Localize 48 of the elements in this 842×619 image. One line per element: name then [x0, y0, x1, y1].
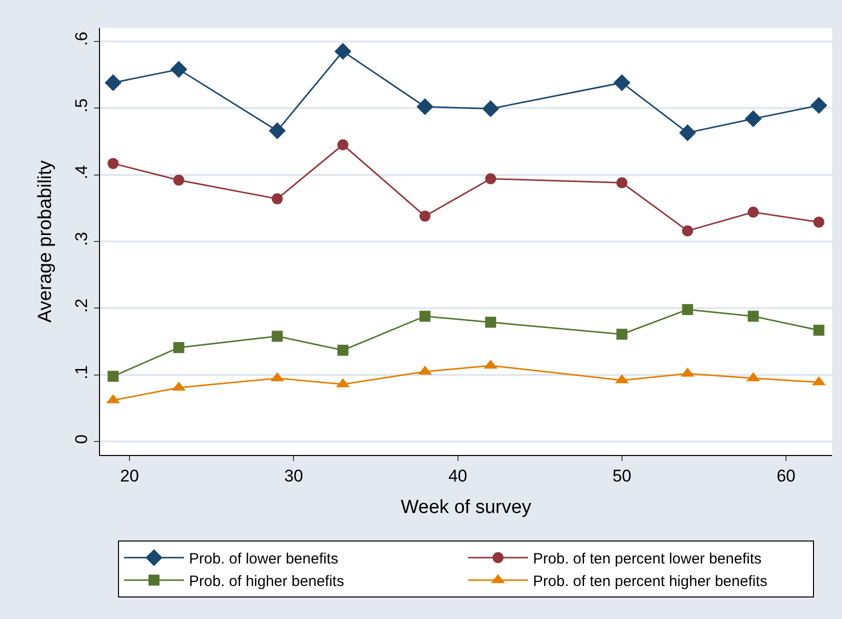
point [173, 342, 184, 354]
y-tick-label: 0 [72, 434, 92, 444]
legend-label: Prob. of ten percent higher benefits [533, 573, 768, 590]
point [744, 110, 762, 128]
point [268, 122, 286, 140]
x-tick-label: 40 [448, 466, 468, 486]
point [104, 74, 122, 92]
point [337, 344, 348, 356]
point [813, 216, 824, 228]
legend-label: Prob. of lower benefits [189, 550, 338, 568]
point [613, 74, 630, 92]
point [108, 370, 119, 382]
point [173, 174, 184, 186]
point [419, 310, 430, 322]
y-tick-label: .6 [72, 32, 92, 46]
point [334, 42, 352, 60]
y-tick-label: .5 [72, 98, 92, 113]
legend-label: Prob. of higher benefits [189, 573, 344, 590]
point [485, 316, 496, 328]
point [616, 328, 628, 340]
x-tick-label: 60 [776, 466, 796, 486]
y-tick-label: .4 [72, 165, 92, 180]
point [272, 193, 283, 204]
point [748, 310, 759, 322]
point [682, 304, 694, 316]
x-tick-label: 30 [284, 466, 304, 486]
point [679, 124, 696, 142]
y-tick-label: .2 [72, 298, 92, 313]
x-axis-title: Week of survey [400, 497, 532, 518]
x-tick-label: 50 [612, 466, 632, 486]
point [810, 96, 828, 114]
y-axis-title: Average probability [35, 160, 56, 323]
point [682, 225, 694, 236]
point [337, 139, 348, 150]
point [485, 173, 496, 184]
y-tick-label: .3 [72, 232, 92, 246]
point [108, 158, 119, 169]
point [616, 177, 628, 188]
y-tick-label: .1 [72, 365, 92, 380]
point [170, 60, 188, 78]
point [419, 210, 430, 222]
point [416, 98, 434, 116]
point [748, 206, 759, 218]
legend-label: Prob. of ten percent lower benefits [533, 550, 762, 568]
x-tick-label: 20 [120, 466, 139, 486]
point [482, 100, 500, 118]
point [813, 324, 824, 336]
point [272, 330, 283, 342]
